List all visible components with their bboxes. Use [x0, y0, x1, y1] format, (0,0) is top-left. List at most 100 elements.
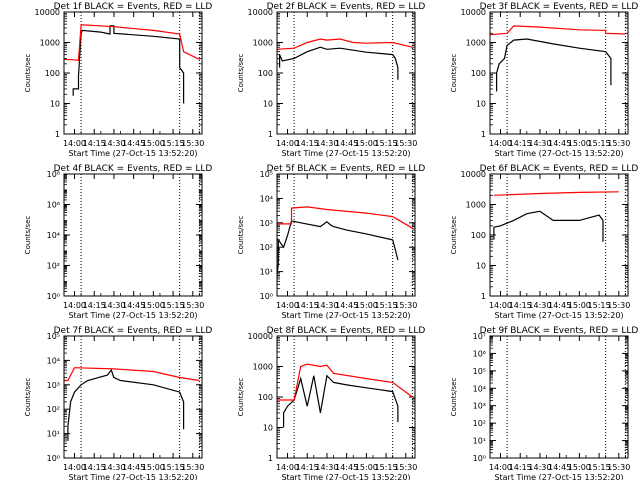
y-axis-label: Counts/sec	[237, 378, 245, 417]
x-tick-label: 14:00	[63, 301, 86, 310]
x-tick-label: 15:15	[375, 301, 398, 310]
x-tick-label: 14:15	[83, 139, 106, 148]
y-tick-label: 10⁰	[47, 292, 60, 301]
x-tick-label: 15:30	[607, 301, 630, 310]
y-tick-label: 10	[50, 100, 60, 109]
y-tick-label: 1	[268, 454, 273, 463]
series-lld	[493, 191, 619, 196]
x-tick-label: 14:45	[122, 139, 145, 148]
x-tick-label: 14:15	[296, 463, 319, 472]
x-tick-label: 15:00	[142, 463, 165, 472]
series-events	[72, 25, 185, 104]
x-tick-label: 15:30	[607, 139, 630, 148]
y-tick-label: 10⁴	[260, 194, 273, 203]
x-tick-label: 14:00	[276, 301, 299, 310]
x-tick-label: 14:00	[276, 463, 299, 472]
x-tick-label: 15:15	[588, 463, 611, 472]
x-tick-label: 14:45	[548, 301, 571, 310]
panel-1: 1 10 100 1000 10000 14:0014:1514:3014:4515:00…	[24, 2, 212, 158]
x-tick-label: 14:45	[122, 301, 145, 310]
y-tick-label: 10¹	[260, 268, 273, 277]
x-tick-label: 14:15	[509, 139, 532, 148]
x-axis-label: Start Time (27-Oct-15 13:52:20)	[494, 473, 623, 480]
x-tick-label: 14:45	[548, 463, 571, 472]
x-tick-label: 14:30	[315, 463, 338, 472]
plot-frame	[276, 173, 416, 297]
y-axis-label: Counts/sec	[450, 378, 458, 417]
panel-title: Det 7f BLACK = Events, RED = LLD	[54, 326, 213, 336]
x-axis-label: Start Time (27-Oct-15 13:52:20)	[494, 311, 623, 320]
x-axis-label: Start Time (27-Oct-15 13:52:20)	[281, 149, 410, 158]
y-axis-label: Counts/sec	[450, 216, 458, 255]
x-tick-label: 14:30	[528, 463, 551, 472]
y-tick-label: 10¹	[473, 437, 486, 446]
x-tick-label: 14:15	[83, 301, 106, 310]
y-tick-label: 10	[476, 262, 486, 271]
plot-frame	[63, 11, 203, 135]
x-axis-label: Start Time (27-Oct-15 13:52:20)	[68, 149, 197, 158]
panel-title: Det 3f BLACK = Events, RED = LLD	[480, 2, 639, 12]
y-tick-label: 10000	[461, 8, 486, 17]
y-tick-label: 10³	[260, 219, 273, 228]
plot-frame	[63, 173, 203, 297]
series-events	[283, 374, 399, 428]
panel-title: Det 2f BLACK = Events, RED = LLD	[267, 2, 426, 12]
x-tick-label: 14:00	[489, 463, 512, 472]
panel-7: 10⁰10¹10²10³10⁴10⁵14:0014:1514:3014:4515…	[24, 326, 212, 480]
y-tick-label: 100	[45, 69, 60, 78]
y-tick-label: 10	[476, 100, 486, 109]
x-tick-label: 14:45	[122, 463, 145, 472]
x-tick-label: 14:00	[63, 139, 86, 148]
y-tick-label: 1000	[466, 201, 486, 210]
series-events	[276, 220, 399, 275]
y-axis-label: Counts/sec	[237, 216, 245, 255]
plot-frame	[489, 173, 629, 297]
y-tick-label: 10²	[473, 419, 486, 428]
x-tick-label: 15:00	[355, 139, 378, 148]
x-tick-label: 14:30	[528, 301, 551, 310]
y-tick-label: 10⁴	[47, 356, 60, 365]
x-tick-label: 15:15	[162, 463, 185, 472]
y-axis-label: Counts/sec	[24, 54, 32, 93]
y-tick-label: 1	[481, 130, 486, 139]
x-tick-label: 14:45	[335, 463, 358, 472]
x-tick-label: 15:00	[568, 463, 591, 472]
y-tick-label: 10⁰	[260, 292, 273, 301]
plot-frame	[489, 335, 629, 459]
x-tick-label: 15:15	[375, 139, 398, 148]
series-events	[279, 46, 399, 80]
x-tick-label: 14:00	[276, 139, 299, 148]
x-tick-label: 15:00	[142, 301, 165, 310]
series-lld	[489, 25, 626, 36]
y-tick-label: 10⁷	[473, 332, 486, 341]
panel-title: Det 1f BLACK = Events, RED = LLD	[54, 2, 213, 12]
y-tick-label: 1000	[466, 39, 486, 48]
panel-6: 1 10 100 1000 10000 14:0014:1514:3014:4515:00…	[450, 164, 638, 320]
y-tick-label: 10¹	[47, 430, 60, 439]
x-tick-label: 14:15	[509, 463, 532, 472]
x-axis-label: Start Time (27-Oct-15 13:52:20)	[494, 149, 623, 158]
y-tick-label: 10²	[260, 243, 273, 252]
x-tick-label: 15:30	[181, 139, 204, 148]
series-events	[67, 368, 185, 441]
y-axis-label: Counts/sec	[24, 216, 32, 255]
y-tick-label: 10000	[461, 170, 486, 179]
x-tick-label: 14:30	[315, 301, 338, 310]
x-axis-label: Start Time (27-Oct-15 13:52:20)	[281, 473, 410, 480]
y-tick-label: 100	[471, 69, 486, 78]
y-tick-label: 10000	[35, 8, 60, 17]
panel-4: 10⁰ 10² 10⁴ 10⁶ 10⁸ 14:0014:1514:3014:4515:00…	[24, 164, 212, 320]
x-tick-label: 14:00	[63, 463, 86, 472]
y-axis-label: Counts/sec	[24, 378, 32, 417]
x-tick-label: 14:30	[528, 139, 551, 148]
x-tick-label: 15:15	[588, 301, 611, 310]
y-tick-label: 10⁵	[473, 367, 486, 376]
series-events	[496, 38, 612, 92]
y-tick-label: 1	[268, 130, 273, 139]
x-tick-label: 15:30	[394, 463, 417, 472]
panel-8: 1 10 100 1000 10000 14:0014:1514:3014:4515:00…	[237, 326, 425, 480]
y-tick-label: 100	[258, 69, 273, 78]
panel-5: 10⁰10¹10²10³10⁴10⁵14:0014:1514:3014:4515…	[237, 164, 425, 320]
x-tick-label: 15:15	[588, 139, 611, 148]
